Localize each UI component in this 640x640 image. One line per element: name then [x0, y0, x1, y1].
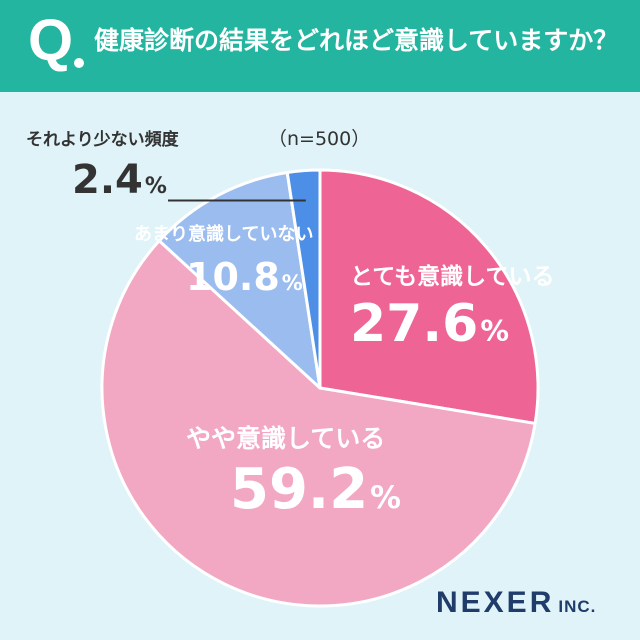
slice-value-rarely: 2.4% — [72, 160, 167, 200]
pie-slices — [100, 168, 540, 608]
slice-label-not-very: あまり意識していない — [134, 224, 314, 245]
pie-slice-not-very — [157, 170, 322, 390]
value-number-not-very: 10.8 — [186, 255, 280, 299]
slice-label-rarely: それより少ない頻度 — [26, 130, 179, 150]
percent-unit-not-very: % — [281, 271, 303, 295]
sample-size-note: （n=500） — [268, 128, 371, 150]
slice-label-very-conscious: とても意識している — [350, 264, 555, 290]
slice-value-very-conscious: 27.6% — [350, 298, 509, 350]
pie-slice-very-conscious — [318, 168, 540, 425]
company-logo: NEXER INC. — [436, 588, 596, 618]
logo-wordmark: NEXER — [436, 586, 555, 619]
pie-slice-rarely — [285, 168, 322, 390]
percent-unit-somewhat-conscious: % — [370, 480, 402, 516]
slice-value-somewhat-conscious: 59.2% — [230, 462, 401, 518]
percent-unit-rarely: % — [144, 174, 167, 199]
value-number-somewhat-conscious: 59.2 — [230, 457, 369, 522]
pie-slice-somewhat-conscious — [100, 239, 537, 608]
slice-value-not-very: 10.8% — [186, 258, 303, 296]
logo-suffix: INC. — [558, 597, 597, 616]
percent-unit-very-conscious: % — [480, 314, 509, 348]
q-mark: Q — [28, 8, 74, 73]
q-mark-dot — [74, 58, 84, 68]
question-text: 健康診断の結果をどれほど意識していますか？ — [94, 26, 619, 55]
slice-label-somewhat-conscious: やや意識している — [186, 424, 386, 453]
value-number-very-conscious: 27.6 — [350, 294, 479, 354]
question-header: Q 健康診断の結果をどれほど意識していますか？ — [0, 0, 640, 92]
value-number-rarely: 2.4 — [72, 157, 143, 203]
